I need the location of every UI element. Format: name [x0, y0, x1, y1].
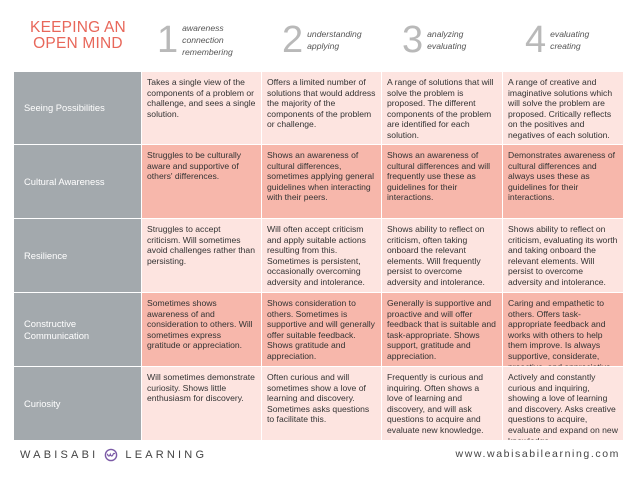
level-description: evaluating creating	[550, 28, 589, 52]
rubric-cell: Takes a single view of the components of…	[141, 72, 261, 145]
level-keyword: remembering	[182, 47, 233, 57]
level-description: analyzing evaluating	[427, 28, 466, 52]
rubric-cell: A range of creative and imaginative solu…	[502, 72, 623, 145]
title-line-1: KEEPING AN	[30, 19, 126, 36]
title-line-2: OPEN MIND	[33, 35, 123, 52]
rubric-cell: Shows consideration to others. Sometimes…	[261, 293, 381, 367]
rubric-cell: Actively and constantly curious and inqu…	[502, 367, 623, 441]
rubric-cell: Will often accept criticism and apply su…	[261, 219, 381, 293]
rubric-cell: Shows an awareness of cultural differenc…	[381, 145, 502, 219]
row-label-curiosity: Curiosity	[14, 367, 141, 441]
rubric-cell: Sometimes shows awareness of and conside…	[141, 293, 261, 367]
level-description: awareness connection remembering	[182, 22, 233, 58]
level-number: 4	[525, 19, 547, 61]
rubric-cell: Will sometimes demonstrate curiosity. Sh…	[141, 367, 261, 441]
level-keyword: analyzing	[427, 29, 464, 39]
rubric-cell: Struggles to accept criticism. Will some…	[141, 219, 261, 293]
level-keyword: applying	[307, 41, 340, 51]
level-number: 2	[282, 19, 304, 61]
row-label-cultural-awareness: Cultural Awareness	[14, 145, 141, 219]
rubric-cell: Caring and empathetic to others. Offers …	[502, 293, 623, 367]
level-keyword: evaluating	[550, 29, 590, 39]
level-keyword: understanding	[307, 29, 362, 39]
rubric-cell: Frequently is curious and inquiring. Oft…	[381, 367, 502, 441]
rubric-cell: A range of solutions that will solve the…	[381, 72, 502, 145]
row-label-resilience: Resilience	[14, 219, 141, 293]
level-number: 1	[157, 19, 179, 61]
rubric-grid: Seeing Possibilities Takes a single view…	[14, 72, 623, 441]
page-title: KEEPING AN OPEN MIND	[22, 20, 134, 52]
rubric-cell: Often curious and will sometimes show a …	[261, 367, 381, 441]
rubric-cell: Generally is supportive and proactive an…	[381, 293, 502, 367]
rubric-cell: Demonstrates awareness of cultural diffe…	[502, 145, 623, 219]
brand-name-left: WABISABI	[20, 449, 99, 461]
level-2-header: 2 understanding applying	[282, 14, 362, 66]
rubric-cell: Struggles to be culturally aware and sup…	[141, 145, 261, 219]
level-keyword: awareness	[182, 23, 224, 33]
rubric-cell: Shows ability to reflect on criticism, e…	[502, 219, 623, 293]
website-url: www.wabisabilearning.com	[455, 448, 620, 460]
brand-name-right: LEARNING	[125, 449, 208, 461]
wabisabi-logo-icon	[105, 448, 118, 462]
level-number: 3	[402, 19, 424, 61]
level-3-header: 3 analyzing evaluating	[402, 14, 466, 66]
row-label-seeing-possibilities: Seeing Possibilities	[14, 72, 141, 145]
brand-logo: WABISABI LEARNING	[20, 448, 207, 462]
rubric-cell: Shows an awareness of cultural differenc…	[261, 145, 381, 219]
level-keyword: connection	[182, 35, 224, 45]
level-1-header: 1 awareness connection remembering	[157, 14, 233, 66]
level-4-header: 4 evaluating creating	[525, 14, 589, 66]
level-keyword: creating	[550, 41, 581, 51]
level-keyword: evaluating	[427, 41, 467, 51]
row-label-constructive-communication: Constructive Communication	[14, 293, 141, 367]
rubric-cell: Shows ability to reflect on criticism, o…	[381, 219, 502, 293]
rubric-cell: Offers a limited number of solutions tha…	[261, 72, 381, 145]
level-description: understanding applying	[307, 28, 361, 52]
